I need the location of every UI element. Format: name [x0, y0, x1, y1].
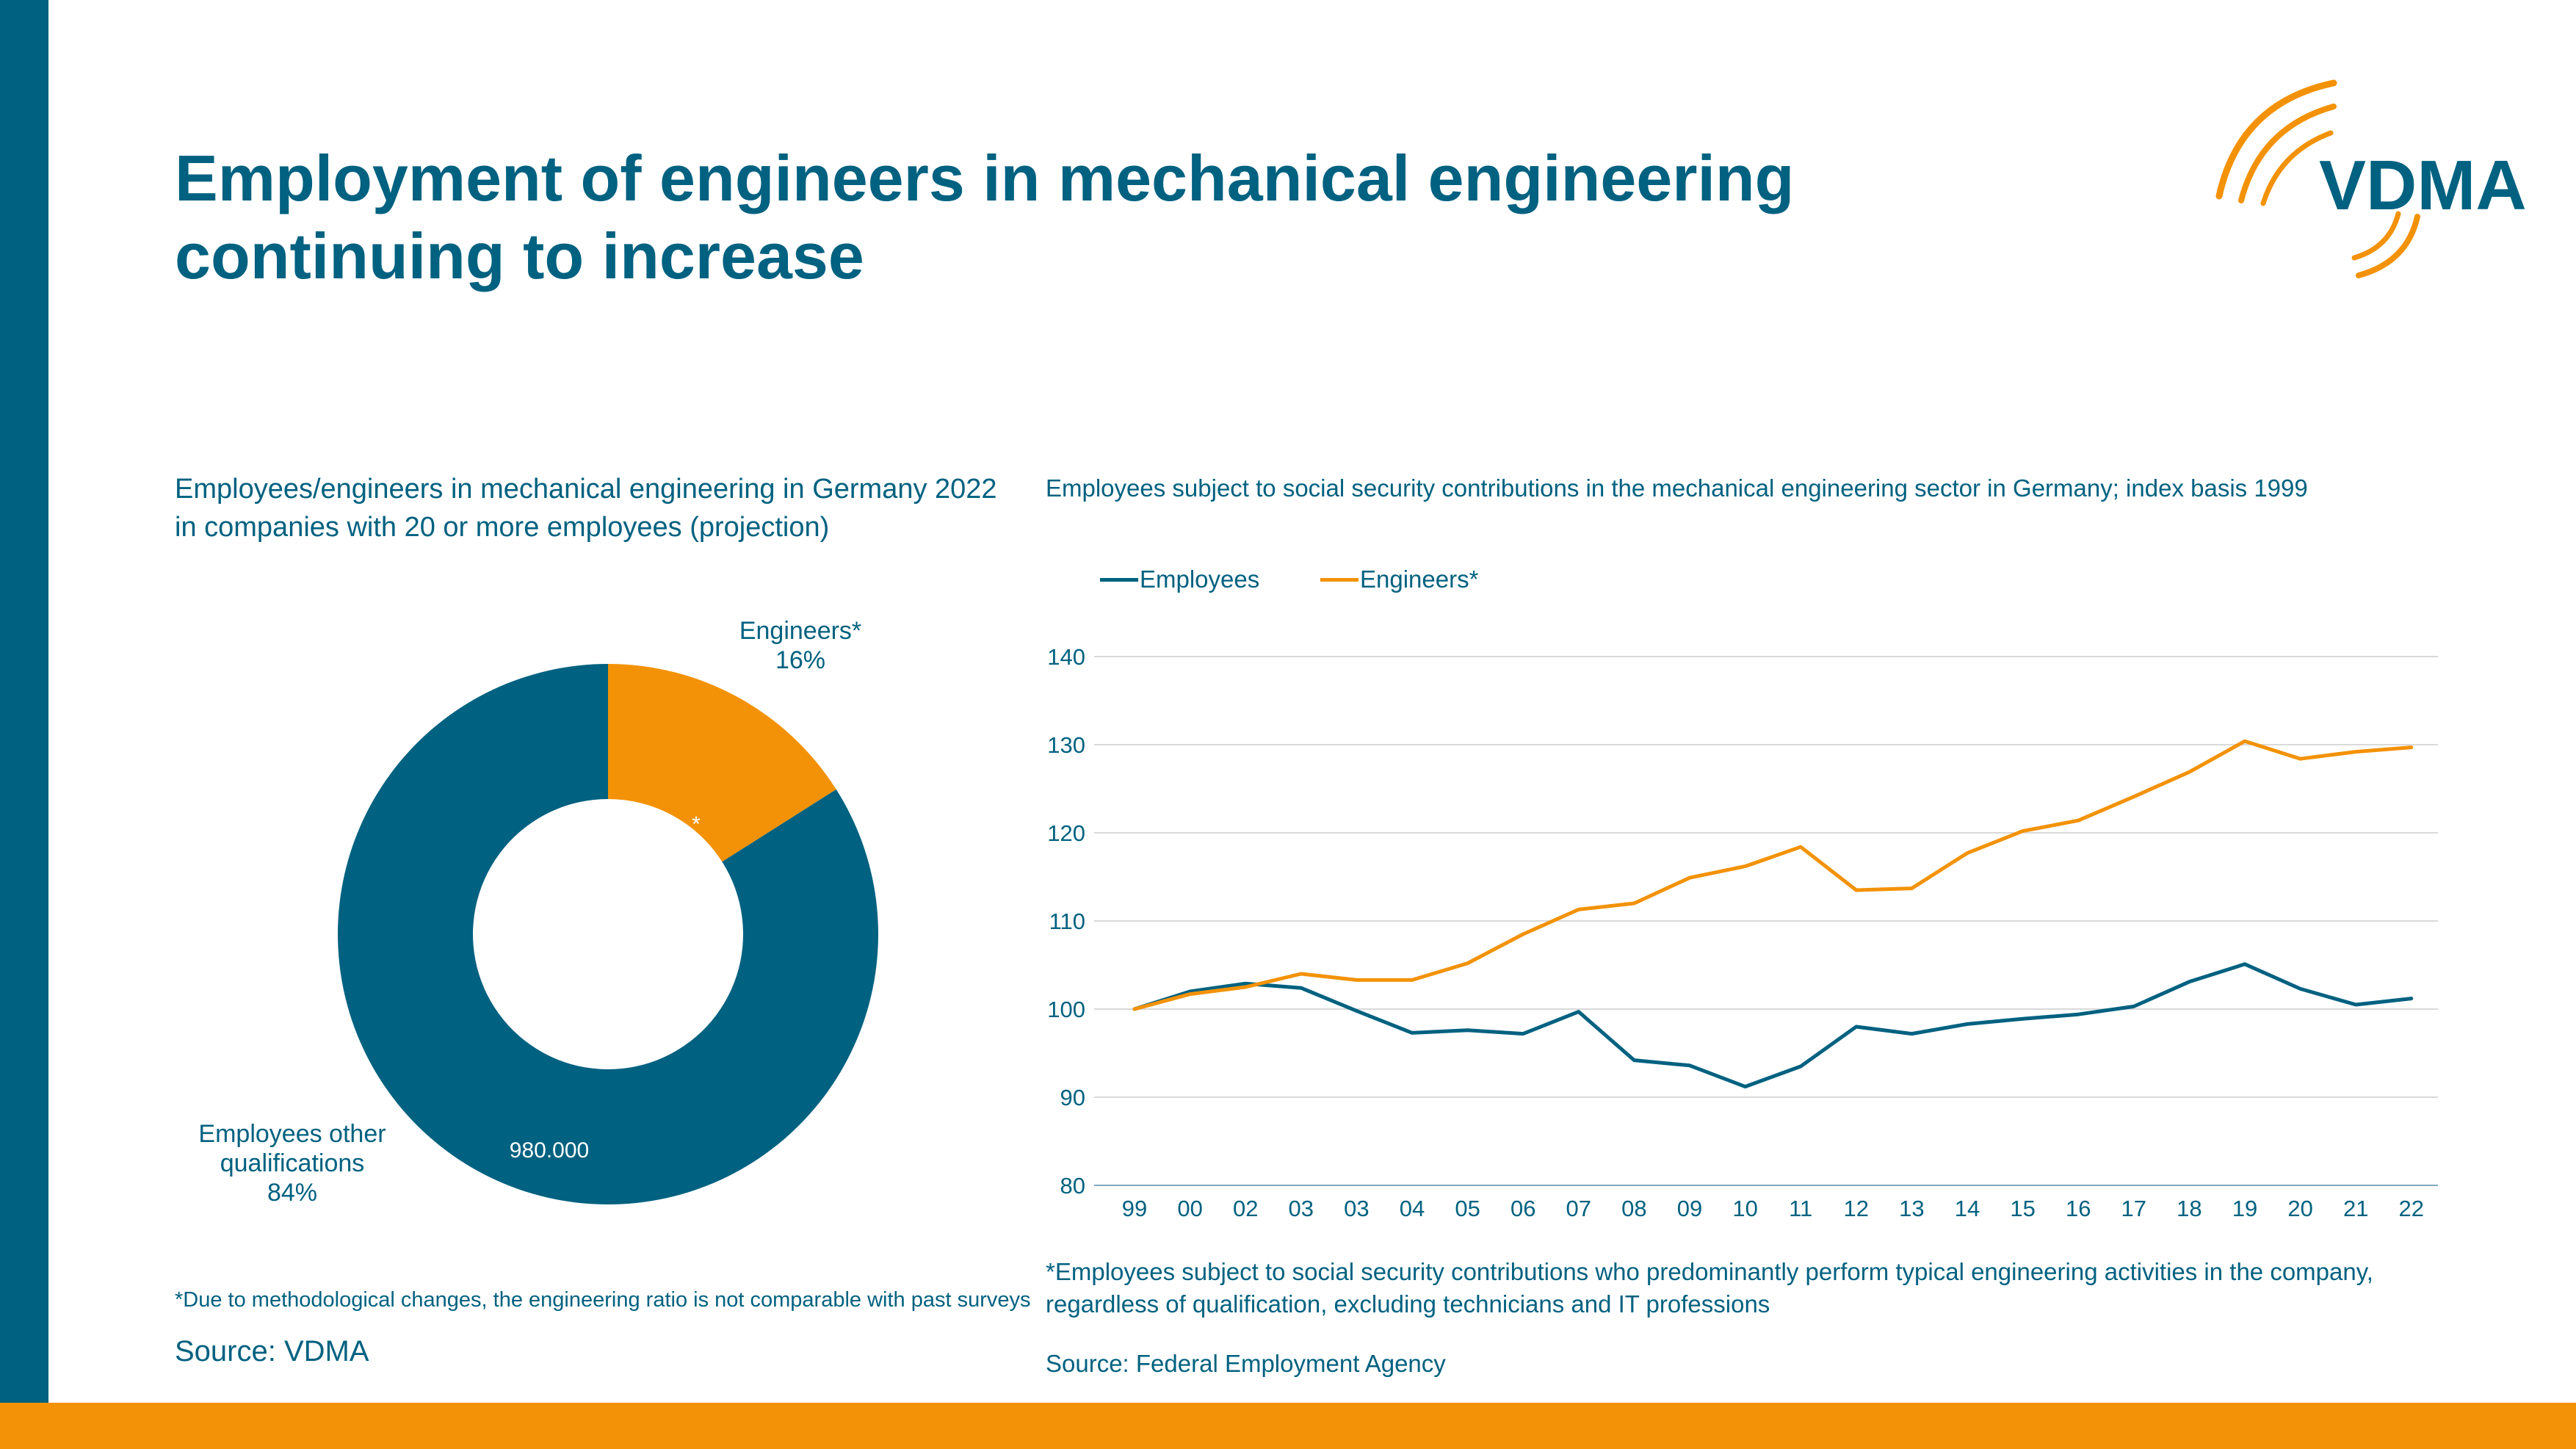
pie-heading-line-1: Employees/engineers in mechanical engine… [175, 474, 997, 505]
legend-swatch-employees [1100, 577, 1138, 582]
legend-label-employees: Employees [1140, 565, 1260, 593]
pie-source: Source: VDMA [175, 1335, 369, 1367]
x-tick-label: 21 [2343, 1196, 2368, 1221]
pie-inner-label-0: * [692, 812, 701, 836]
x-tick-label: 16 [2066, 1196, 2091, 1221]
pie-label-1-1: qualifications [220, 1149, 365, 1177]
x-tick-label: 00 [1177, 1196, 1202, 1221]
pie-label-1-2: 84% [267, 1179, 317, 1207]
x-tick-label: 19 [2232, 1196, 2257, 1221]
pie-label-0-1: 16% [775, 646, 825, 674]
x-tick-label: 20 [2287, 1196, 2312, 1221]
y-tick-label: 80 [1060, 1173, 1085, 1199]
y-tick-label: 100 [1047, 997, 1085, 1022]
x-tick-label: 14 [1955, 1196, 1980, 1221]
y-tick-label: 90 [1060, 1085, 1085, 1110]
line-footnote: *Employees subject to social security co… [1046, 1256, 2514, 1320]
pie-heading-line-2: in companies with 20 or more employees (… [175, 512, 830, 543]
pie-inner-label-1: 980.000 [510, 1138, 589, 1163]
legend-label-engineers: Engineers* [1360, 565, 1479, 593]
x-tick-label: 17 [2121, 1196, 2146, 1221]
page-title: Employment of engineers in mechanical en… [175, 140, 2011, 295]
x-tick-label: 22 [2399, 1196, 2424, 1221]
line-footnote-line-2: regardless of qualification, excluding t… [1046, 1290, 1770, 1318]
donut-chart: Engineers*16% * Employees otherqualificati… [198, 617, 878, 1207]
line-chart-heading: Employees subject to social security con… [1046, 474, 2308, 502]
x-tick-label: 03 [1289, 1196, 1314, 1221]
page-title-line-2: continuing to increase [175, 220, 864, 292]
pie-footnote: *Due to methodological changes, the engi… [175, 1288, 1031, 1312]
x-tick-label: 11 [1789, 1196, 1812, 1221]
y-tick-label: 140 [1047, 644, 1085, 670]
x-tick-label: 05 [1455, 1196, 1480, 1221]
bottom-accent-bar [0, 1403, 2576, 1449]
x-tick-label: 18 [2177, 1196, 2201, 1221]
pie-chart-heading: Employees/engineers in mechanical engine… [175, 470, 1041, 546]
vdma-logo: VDMA [2215, 79, 2527, 278]
x-tick-label: 07 [1566, 1196, 1591, 1221]
page-title-line-1: Employment of engineers in mechanical en… [175, 142, 1795, 214]
line-chart: 80 90 100 110 120 130 140 99 00 02 03 03 04 05 06 07 08 0… [1047, 644, 2438, 1221]
x-tick-label: 09 [1677, 1196, 1702, 1221]
x-tick-label: 08 [1621, 1196, 1646, 1221]
x-tick-label: 15 [2010, 1196, 2035, 1221]
series-line-employees [1132, 962, 2414, 1089]
x-tick-label: 04 [1400, 1196, 1425, 1221]
legend-swatch-engineers [1320, 577, 1358, 582]
y-tick-label: 130 [1047, 732, 1085, 758]
x-tick-label: 99 [1122, 1196, 1147, 1221]
x-tick-label: 06 [1510, 1196, 1535, 1221]
pie-label-1-0: Employees other [198, 1120, 386, 1148]
x-tick-label: 03 [1344, 1196, 1369, 1221]
x-tick-label: 13 [1899, 1196, 1924, 1221]
y-tick-label: 120 [1047, 820, 1085, 846]
line-source: Source: Federal Employment Agency [1046, 1350, 1446, 1377]
pie-slice-1 [338, 664, 878, 1204]
pie-label-0-0: Engineers* [739, 617, 861, 645]
pie-slice-0 [608, 664, 836, 862]
legend-item-employees: Employees [1100, 565, 1259, 593]
left-accent-bar [0, 0, 48, 1403]
legend-item-engineers: Engineers* [1320, 565, 1478, 593]
vdma-logo-text: VDMA [2319, 146, 2527, 225]
y-tick-label: 110 [1049, 908, 1085, 934]
line-footnote-line-1: *Employees subject to social security co… [1046, 1258, 2373, 1285]
series-line-engineers [1132, 739, 2414, 1011]
x-tick-label: 10 [1732, 1196, 1757, 1221]
x-tick-label: 12 [1844, 1196, 1869, 1221]
x-tick-label: 02 [1233, 1196, 1258, 1221]
